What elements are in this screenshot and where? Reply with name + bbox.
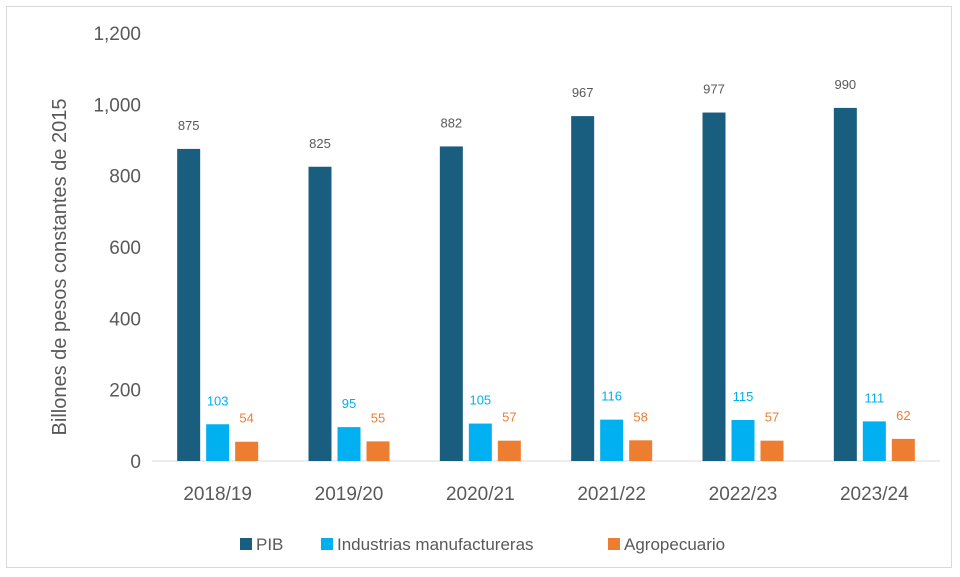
bar xyxy=(497,440,521,461)
bar xyxy=(366,441,390,461)
data-label: 57 xyxy=(765,410,779,425)
y-tick-label: 400 xyxy=(109,309,141,330)
bar xyxy=(337,427,361,461)
data-label: 111 xyxy=(864,390,884,405)
bar xyxy=(629,440,653,461)
y-axis-label: Billones de pesos constantes de 2015 xyxy=(49,99,71,436)
x-tick-label: 2023/24 xyxy=(840,484,909,505)
x-tick-label: 2021/22 xyxy=(577,484,646,505)
data-label: 115 xyxy=(733,389,754,404)
bar xyxy=(760,440,784,461)
x-tick-label: 2018/19 xyxy=(183,484,252,505)
bar xyxy=(439,146,463,462)
data-label: 825 xyxy=(309,136,331,151)
data-label: 103 xyxy=(207,393,229,408)
legend-label: Industrias manufactureras xyxy=(337,535,534,554)
bar xyxy=(702,112,726,461)
data-label: 57 xyxy=(502,410,516,425)
bar xyxy=(571,116,595,461)
chart-frame xyxy=(6,6,952,568)
data-label: 62 xyxy=(896,408,910,423)
data-label: 54 xyxy=(239,411,253,426)
x-tick-label: 2022/23 xyxy=(709,484,778,505)
data-label: 967 xyxy=(572,85,594,100)
data-label: 116 xyxy=(601,389,622,404)
bar xyxy=(891,438,915,461)
bar xyxy=(600,419,624,461)
y-tick-label: 600 xyxy=(109,238,141,259)
bar xyxy=(731,419,755,461)
bar xyxy=(833,107,857,462)
data-label: 95 xyxy=(342,396,356,411)
y-tick-label: 0 xyxy=(130,452,141,473)
bar xyxy=(177,148,201,461)
bar xyxy=(235,441,259,461)
bar xyxy=(862,421,886,461)
legend-label: PIB xyxy=(256,535,283,554)
data-label: 882 xyxy=(440,115,462,130)
legend-label: Agropecuario xyxy=(624,535,725,554)
y-tick-label: 200 xyxy=(109,381,141,402)
legend-swatch xyxy=(608,538,620,550)
legend-swatch xyxy=(321,538,333,550)
data-label: 105 xyxy=(469,393,491,408)
bar xyxy=(468,423,492,461)
data-label: 875 xyxy=(178,118,200,133)
y-tick-label: 1,000 xyxy=(93,95,141,116)
x-tick-label: 2020/21 xyxy=(446,484,515,505)
x-tick-label: 2019/20 xyxy=(315,484,384,505)
bar xyxy=(206,424,230,461)
data-label: 58 xyxy=(633,409,647,424)
data-label: 990 xyxy=(834,77,856,92)
y-tick-label: 1,200 xyxy=(93,24,141,45)
y-tick-label: 800 xyxy=(109,167,141,188)
bar xyxy=(308,166,332,461)
data-label: 55 xyxy=(371,410,385,425)
data-label: 977 xyxy=(703,82,725,97)
legend-swatch xyxy=(240,538,252,550)
